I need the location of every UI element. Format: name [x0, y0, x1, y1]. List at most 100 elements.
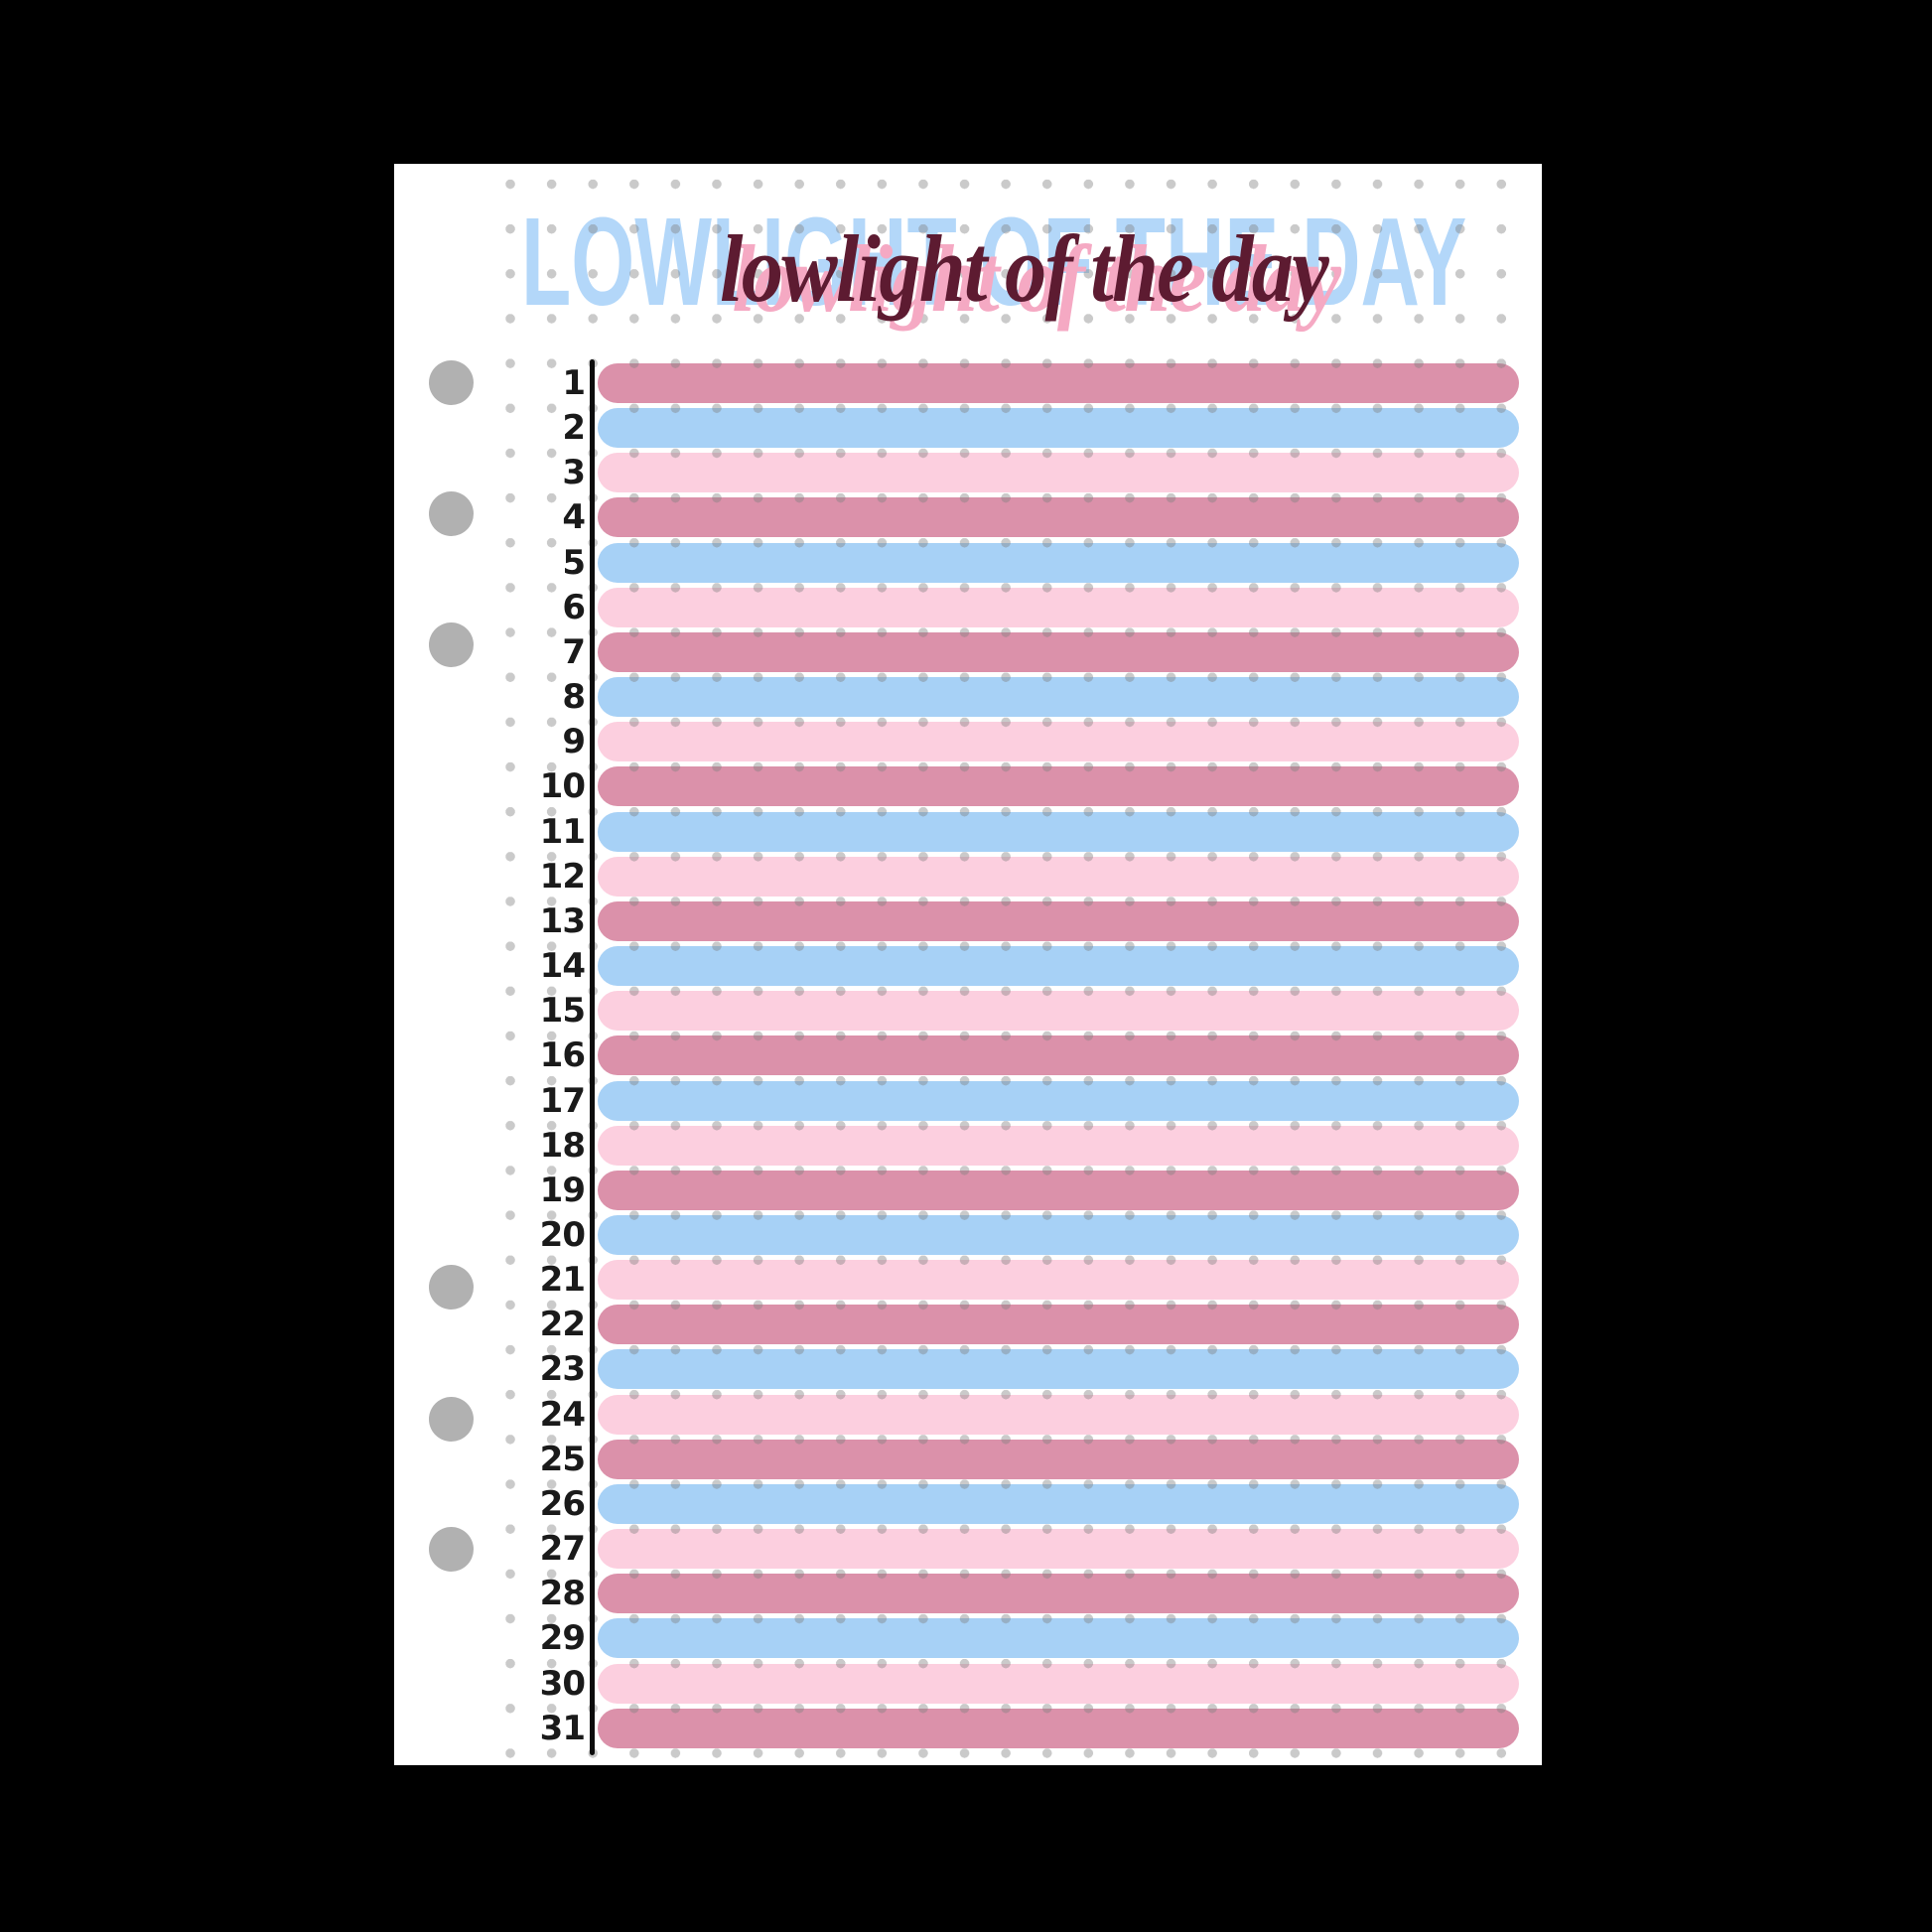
- day-row: 20: [394, 1214, 1542, 1255]
- day-number-label: 18: [539, 1125, 586, 1166]
- day-row: 21: [394, 1260, 1542, 1301]
- day-bar: [598, 1170, 1519, 1210]
- day-row: 27: [394, 1529, 1542, 1570]
- day-bar: [598, 363, 1519, 403]
- day-bar: [598, 1483, 1519, 1524]
- day-number-label: 19: [539, 1170, 586, 1210]
- day-number-label: 9: [562, 722, 586, 762]
- day-row: 18: [394, 1125, 1542, 1166]
- day-number-label: 2: [562, 408, 586, 449]
- day-row: 28: [394, 1574, 1542, 1614]
- day-row: 22: [394, 1305, 1542, 1345]
- day-row: 10: [394, 766, 1542, 807]
- day-number-label: 11: [539, 811, 586, 852]
- day-number-label: 13: [539, 900, 586, 941]
- day-row: 30: [394, 1663, 1542, 1704]
- day-number-label: 20: [539, 1214, 586, 1255]
- day-row: 8: [394, 677, 1542, 718]
- day-bar: [598, 1260, 1519, 1301]
- day-bar: [598, 587, 1519, 627]
- day-bar: [598, 1708, 1519, 1748]
- day-number-label: 3: [562, 453, 586, 493]
- day-row: 3: [394, 453, 1542, 493]
- punch-hole: [429, 490, 474, 536]
- day-number-label: 8: [562, 677, 586, 718]
- day-number-label: 16: [539, 1035, 586, 1076]
- day-bar: [598, 542, 1519, 583]
- day-number-label: 4: [562, 497, 586, 538]
- day-row: 7: [394, 631, 1542, 672]
- day-row: 23: [394, 1349, 1542, 1390]
- day-bar: [598, 722, 1519, 762]
- day-number-label: 24: [539, 1394, 586, 1435]
- day-row: 6: [394, 587, 1542, 627]
- day-bar: [598, 1125, 1519, 1166]
- day-row: 26: [394, 1483, 1542, 1524]
- day-bar: [598, 453, 1519, 493]
- day-number-label: 17: [539, 1080, 586, 1121]
- day-row: 17: [394, 1080, 1542, 1121]
- day-number-label: 27: [539, 1529, 586, 1570]
- day-row: 12: [394, 856, 1542, 897]
- day-number-label: 29: [539, 1618, 586, 1659]
- day-bar: [598, 1574, 1519, 1614]
- day-bar: [598, 1305, 1519, 1345]
- day-row: 29: [394, 1618, 1542, 1659]
- day-number-label: 15: [539, 991, 586, 1032]
- day-bar: [598, 1618, 1519, 1659]
- planner-page: LOWLIGHT OF THE DAY lowlight of the day …: [394, 164, 1542, 1765]
- day-number-label: 5: [562, 542, 586, 583]
- day-number-label: 30: [539, 1663, 586, 1704]
- punch-hole: [429, 1526, 474, 1572]
- day-number-label: 28: [539, 1574, 586, 1614]
- day-number-label: 26: [539, 1483, 586, 1524]
- day-number-label: 23: [539, 1349, 586, 1390]
- day-bar: [598, 811, 1519, 852]
- day-number-label: 14: [539, 946, 586, 987]
- day-bar: [598, 766, 1519, 807]
- punch-hole: [429, 1264, 474, 1310]
- day-number-label: 21: [539, 1260, 586, 1301]
- day-rows: 1 2 3 4 5 6 7 8 9 10 11: [394, 363, 1542, 1753]
- day-bar: [598, 1080, 1519, 1121]
- day-row: 2: [394, 408, 1542, 449]
- day-bar: [598, 408, 1519, 449]
- day-number-label: 31: [539, 1708, 586, 1748]
- day-number-label: 12: [539, 856, 586, 897]
- day-row: 19: [394, 1170, 1542, 1210]
- day-row: 16: [394, 1035, 1542, 1076]
- day-bar: [598, 1529, 1519, 1570]
- day-bar: [598, 1035, 1519, 1076]
- day-row: 25: [394, 1439, 1542, 1479]
- day-bar: [598, 1214, 1519, 1255]
- day-row: 5: [394, 542, 1542, 583]
- day-number-label: 1: [562, 363, 586, 403]
- day-row: 31: [394, 1708, 1542, 1748]
- day-row: 24: [394, 1394, 1542, 1435]
- title-block-text: LOWLIGHT OF THE DAY: [521, 192, 1467, 332]
- day-bar: [598, 991, 1519, 1032]
- day-row: 9: [394, 722, 1542, 762]
- day-row: 14: [394, 946, 1542, 987]
- day-column-divider-line: [590, 359, 595, 1755]
- day-bar: [598, 856, 1519, 897]
- day-number-label: 10: [539, 766, 586, 807]
- day-row: 13: [394, 900, 1542, 941]
- day-row: 11: [394, 811, 1542, 852]
- day-row: 1: [394, 363, 1542, 403]
- punch-hole: [429, 1396, 474, 1442]
- day-row: 15: [394, 991, 1542, 1032]
- day-bar: [598, 631, 1519, 672]
- day-bar: [598, 1394, 1519, 1435]
- day-bar: [598, 946, 1519, 987]
- day-number-label: 7: [562, 631, 586, 672]
- day-number-label: 25: [539, 1439, 586, 1479]
- day-bar: [598, 497, 1519, 538]
- day-bar: [598, 677, 1519, 718]
- day-number-label: 6: [562, 587, 586, 627]
- day-bar: [598, 1349, 1519, 1390]
- day-row: 4: [394, 497, 1542, 538]
- day-number-label: 22: [539, 1305, 586, 1345]
- day-bar: [598, 1663, 1519, 1704]
- punch-hole: [429, 621, 474, 667]
